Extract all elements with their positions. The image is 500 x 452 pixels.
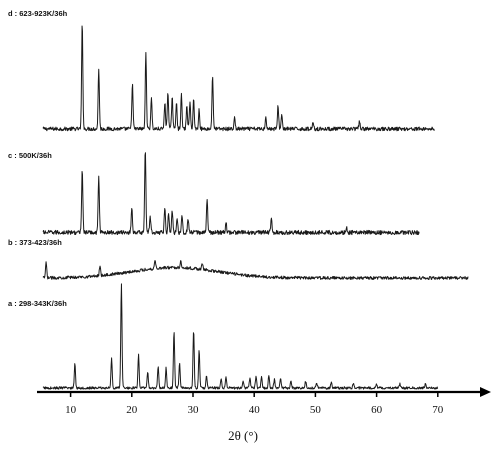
series-label-c: c : 500K/36h	[8, 151, 52, 160]
x-tick-label-60: 60	[371, 404, 383, 416]
x-axis-arrowhead	[480, 387, 491, 397]
series-trace-b	[42, 260, 469, 280]
traces-layer	[42, 25, 469, 390]
series-trace-c	[42, 152, 420, 236]
series-label-d: d : 623-923K/36h	[8, 9, 68, 18]
series-trace-a	[42, 283, 439, 390]
x-tick-label-20: 20	[126, 404, 138, 416]
x-tick-label-40: 40	[249, 404, 261, 416]
x-tick-label-50: 50	[310, 404, 322, 416]
series-label-a: a : 298-343K/36h	[8, 299, 67, 308]
x-tick-label-70: 70	[432, 404, 444, 416]
x-ticks: 10 20 30 40 50 60 70	[65, 392, 444, 416]
x-tick-label-10: 10	[65, 404, 77, 416]
x-axis: 10 20 30 40 50 60 70 2θ (°)	[37, 387, 491, 443]
series-labels-layer: d : 623-923K/36h c : 500K/36h b : 373-42…	[8, 9, 68, 308]
x-tick-label-30: 30	[188, 404, 200, 416]
series-trace-d	[42, 25, 435, 132]
series-label-b: b : 373-423/36h	[8, 238, 62, 247]
x-axis-title: 2θ (°)	[228, 428, 258, 443]
